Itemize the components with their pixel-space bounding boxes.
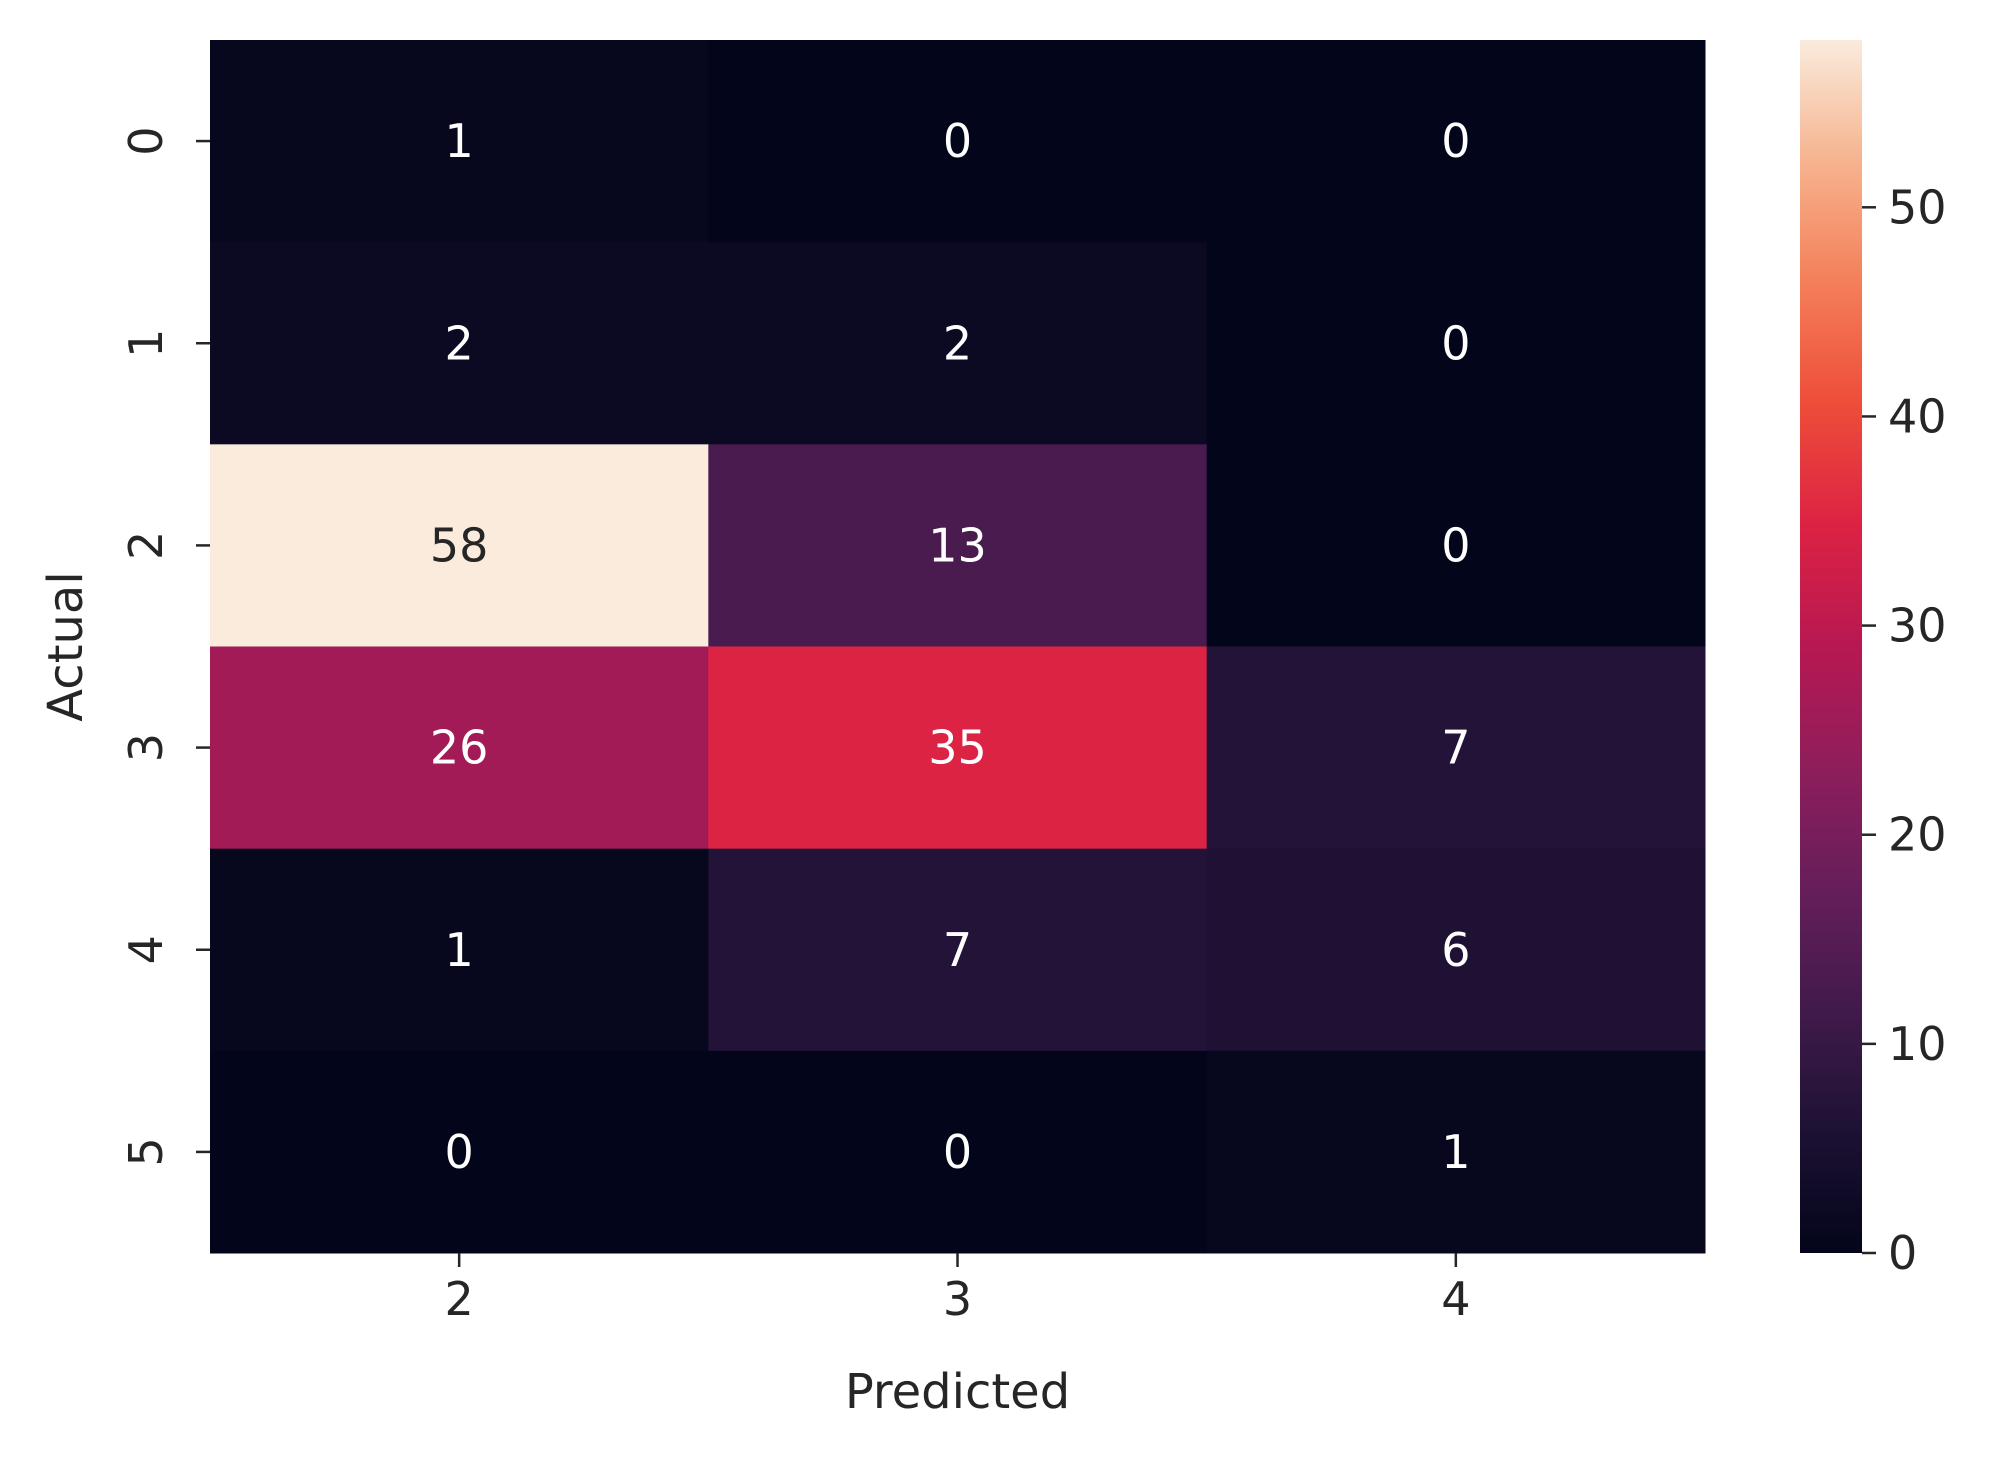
colorbar: 0 10 20 30 40 50 (1800, 40, 1947, 1280)
y-tick-label: 0 (119, 126, 173, 155)
colorbar-tick-label: 10 (1888, 1017, 1947, 1071)
heatmap-cell (708, 242, 1208, 445)
x-axis: 2 3 4 (445, 1253, 1470, 1326)
cell-value-label: 13 (928, 518, 987, 572)
heatmap-cell (1206, 444, 1706, 647)
cell-value-label: 58 (430, 518, 489, 572)
cell-value-label: 0 (943, 114, 972, 168)
cell-value-label: 2 (445, 316, 474, 370)
cell-value-label: 0 (943, 1125, 972, 1179)
heatmap-cell (210, 1050, 709, 1254)
cell-value-label: 0 (1441, 518, 1470, 572)
x-tick-label: 3 (943, 1272, 972, 1326)
heatmap-cell (708, 40, 1208, 243)
y-tick-label: 5 (119, 1137, 173, 1166)
colorbar-ticks: 0 10 20 30 40 50 (1862, 180, 1947, 1280)
heatmap-cell (1206, 646, 1706, 850)
cell-value-label: 0 (445, 1125, 474, 1179)
heatmap-cell (708, 444, 1208, 647)
x-axis-label: Predicted (845, 1364, 1070, 1420)
heatmap-cell (1206, 1050, 1706, 1254)
cell-value-label: 1 (1441, 1125, 1470, 1179)
cell-value-label: 1 (445, 114, 474, 168)
heatmap-cell (210, 242, 709, 445)
cell-value-label: 0 (1441, 316, 1470, 370)
cell-value-label: 2 (943, 316, 972, 370)
y-tick-label: 1 (119, 329, 173, 358)
heatmap-cell (1206, 848, 1706, 1052)
heatmap-cell (708, 1050, 1208, 1254)
heatmap-cell (210, 444, 709, 647)
y-tick-label: 2 (119, 531, 173, 560)
heatmap-cell (210, 646, 709, 850)
x-tick-label: 2 (445, 1272, 474, 1326)
colorbar-tick-label: 30 (1888, 599, 1947, 653)
heatmap-cell-labels: 1 0 0 2 2 0 58 13 0 26 35 7 1 7 6 0 0 1 (430, 114, 1471, 1179)
heatmap-cell (708, 848, 1208, 1052)
x-tick-label: 4 (1441, 1272, 1470, 1326)
heatmap-cells (210, 40, 1706, 1254)
colorbar-tick-label: 0 (1888, 1226, 1917, 1280)
y-tick-label: 4 (119, 935, 173, 964)
y-axis-label: Actual (38, 571, 94, 721)
y-axis: 0 1 2 3 4 5 (119, 126, 210, 1167)
cell-value-label: 1 (445, 923, 474, 977)
cell-value-label: 0 (1441, 114, 1470, 168)
heatmap-cell (210, 40, 709, 243)
cell-value-label: 7 (943, 923, 972, 977)
colorbar-tick-label: 40 (1888, 389, 1947, 443)
cell-value-label: 7 (1441, 721, 1470, 775)
colorbar-gradient (1800, 40, 1862, 1253)
cell-value-label: 6 (1441, 923, 1470, 977)
heatmap-cell (210, 848, 709, 1052)
heatmap-cell (1206, 40, 1706, 243)
heatmap-cell (1206, 242, 1706, 445)
cell-value-label: 26 (430, 721, 489, 775)
y-tick-label: 3 (119, 733, 173, 762)
heatmap-cell (708, 646, 1208, 850)
cell-value-label: 35 (928, 721, 987, 775)
colorbar-tick-label: 50 (1888, 180, 1947, 234)
colorbar-tick-label: 20 (1888, 808, 1947, 862)
